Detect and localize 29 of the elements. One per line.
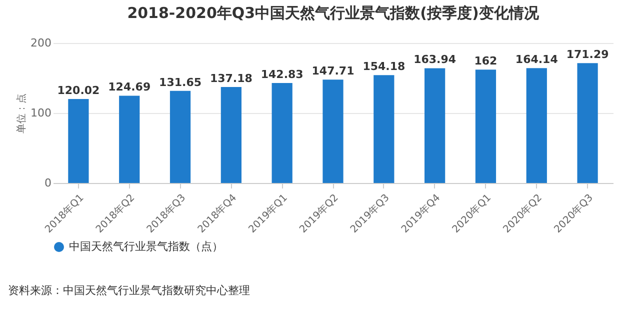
bar — [220, 86, 242, 183]
bar — [170, 90, 191, 183]
y-tick-label: 100 — [30, 106, 52, 120]
bar — [119, 96, 140, 183]
data-label: 162 — [474, 54, 498, 68]
text: 资料来源：中国天然气行业景气指数研究中心整理 — [8, 284, 250, 297]
chart-title: 2018-2020年Q3中国天然气行业景气指数(按季度)变化情况 — [127, 4, 540, 22]
bar — [322, 80, 344, 183]
legend-label: 中国天然气行业景气指数（点） — [69, 240, 223, 253]
data-label: 131.65 — [159, 76, 202, 89]
bar — [374, 75, 394, 183]
data-label: 164.14 — [515, 53, 558, 66]
bar — [68, 98, 89, 183]
data-label: 137.18 — [210, 72, 252, 85]
bar — [526, 68, 547, 183]
data-label: 154.18 — [362, 60, 406, 74]
data-label: 142.83 — [260, 68, 304, 82]
bar — [475, 70, 496, 183]
data-label: 163.94 — [414, 53, 456, 66]
data-label: 171.29 — [566, 48, 609, 62]
y-tick-label: 0 — [44, 176, 52, 190]
y-axis-title: 单位：点 — [16, 94, 28, 134]
bar — [272, 83, 292, 183]
data-label: 120.02 — [57, 84, 100, 97]
y-tick-label: 200 — [30, 36, 52, 50]
bar — [424, 68, 446, 183]
data-label: 147.71 — [312, 64, 354, 78]
bar — [577, 63, 598, 183]
data-label: 124.69 — [108, 80, 151, 94]
